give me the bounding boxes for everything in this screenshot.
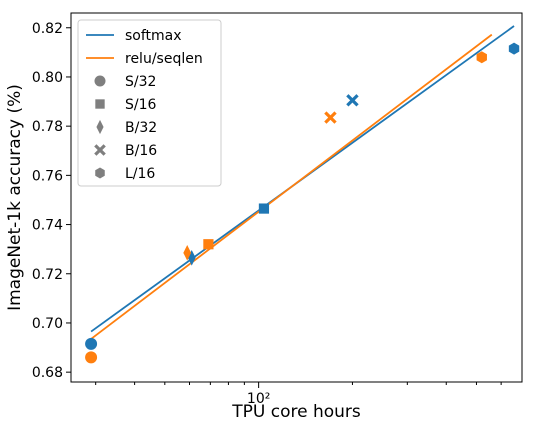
y-tick-label: 0.72 xyxy=(32,267,63,283)
fit-line-relu-seqlen xyxy=(90,33,493,340)
legend-marker-hexagon xyxy=(95,167,105,179)
y-axis-label: ImageNet-1k accuracy (%) xyxy=(5,84,25,311)
data-point-relu-seqlen-L-16 xyxy=(476,51,487,64)
data-point-softmax-L-16 xyxy=(508,42,520,55)
legend-marker-square xyxy=(95,99,105,109)
x-stroke xyxy=(324,111,337,124)
legend-label: S/32 xyxy=(125,74,156,90)
legend-label: B/16 xyxy=(125,143,157,159)
legend-label: softmax xyxy=(125,28,182,44)
fit-line-group xyxy=(90,25,515,340)
y-tick-group: 0.68 0.70 0.72 0.74 0.76 0.78 0.80 0.82 xyxy=(32,21,71,381)
x-stroke xyxy=(346,94,359,107)
legend-marker-thin_diamond xyxy=(96,119,104,135)
y-tick-label: 0.80 xyxy=(32,70,63,86)
data-point-relu-seqlen-S-16 xyxy=(203,239,214,250)
plot-frame xyxy=(70,12,523,383)
data-point-relu-seqlen-S-32 xyxy=(85,351,98,364)
legend-label: L/16 xyxy=(125,166,155,182)
legend-label: S/16 xyxy=(125,97,157,113)
y-tick-label: 0.78 xyxy=(32,119,63,135)
data-point-softmax-B-16 xyxy=(346,94,359,107)
y-tick-label: 0.68 xyxy=(32,365,63,381)
y-tick-label: 0.82 xyxy=(32,21,63,37)
data-point-softmax-S-16 xyxy=(258,203,270,214)
x-stroke xyxy=(94,144,106,156)
point-group xyxy=(85,42,520,364)
data-point-relu-seqlen-B-32 xyxy=(183,245,192,261)
data-point-softmax-S-32 xyxy=(85,337,98,350)
y-tick-label: 0.74 xyxy=(32,218,63,234)
legend: softmax relu/seqlen S/32 S/16 B/32 B/16 L/16 xyxy=(77,19,222,187)
legend-frame xyxy=(77,19,222,187)
legend-marker-circle xyxy=(94,75,106,87)
legend-label: relu/seqlen xyxy=(125,51,203,67)
y-tick-label: 0.76 xyxy=(32,168,63,184)
x-tick-label: 10² xyxy=(247,391,270,407)
y-tick-label: 0.70 xyxy=(32,316,63,332)
data-point-relu-seqlen-B-16 xyxy=(324,111,337,124)
legend-marker-x xyxy=(94,144,106,156)
data-point-softmax-B-32 xyxy=(187,249,196,266)
x-axis-label: TPU core hours xyxy=(231,402,361,422)
legend-label: B/32 xyxy=(125,120,157,136)
